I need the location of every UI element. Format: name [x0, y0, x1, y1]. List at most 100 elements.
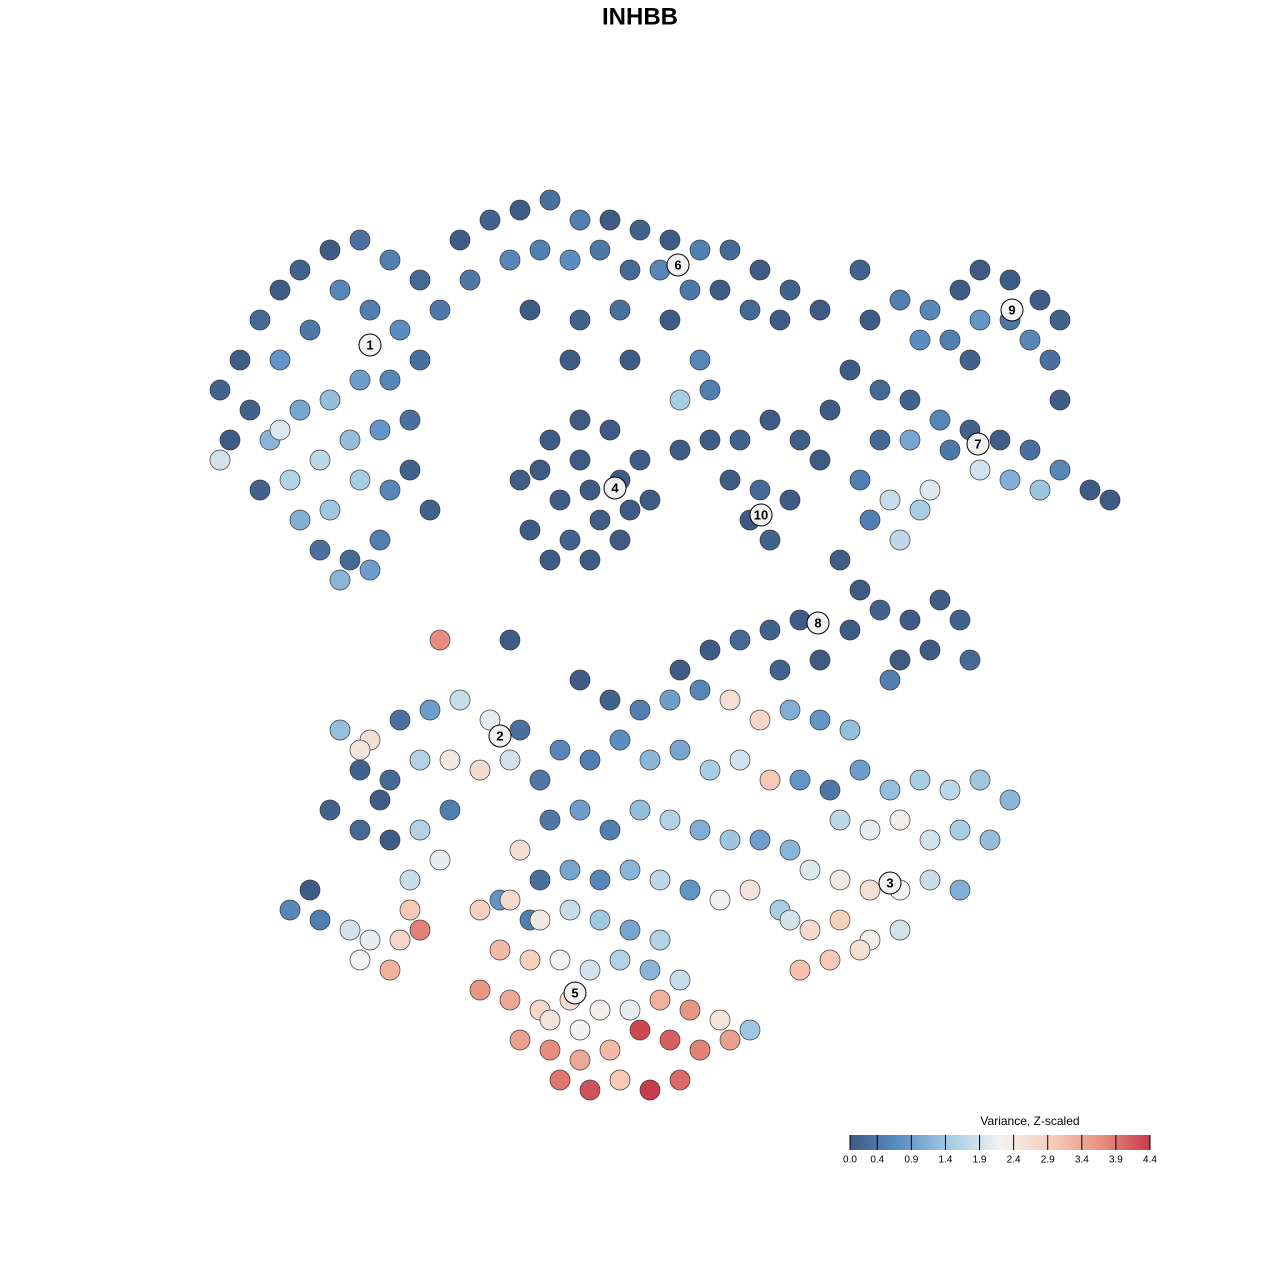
point	[949, 879, 971, 901]
point	[779, 279, 801, 301]
point	[769, 309, 791, 331]
point	[479, 709, 501, 731]
point	[639, 959, 661, 981]
point	[499, 889, 521, 911]
point	[699, 429, 721, 451]
point	[689, 239, 711, 261]
point	[299, 879, 321, 901]
point	[549, 489, 571, 511]
point	[619, 499, 641, 521]
point	[629, 1019, 651, 1041]
colorbar-gradient	[850, 1135, 1150, 1150]
point	[809, 709, 831, 731]
point	[649, 869, 671, 891]
point	[729, 629, 751, 651]
point	[849, 579, 871, 601]
point	[319, 499, 341, 521]
point	[569, 309, 591, 331]
point	[229, 349, 251, 371]
point	[769, 659, 791, 681]
point	[569, 209, 591, 231]
point	[549, 949, 571, 971]
point	[399, 409, 421, 431]
point	[559, 899, 581, 921]
point	[499, 249, 521, 271]
point	[899, 609, 921, 631]
point	[379, 479, 401, 501]
point	[339, 549, 361, 571]
point	[609, 529, 631, 551]
point	[859, 819, 881, 841]
point	[629, 799, 651, 821]
point	[809, 299, 831, 321]
point	[449, 689, 471, 711]
point	[889, 529, 911, 551]
point	[969, 309, 991, 331]
point	[659, 309, 681, 331]
point	[579, 479, 601, 501]
point	[609, 949, 631, 971]
point	[579, 549, 601, 571]
point	[499, 989, 521, 1011]
cluster-badge	[563, 981, 587, 1005]
point	[699, 379, 721, 401]
point	[409, 349, 431, 371]
point	[319, 799, 341, 821]
point	[429, 299, 451, 321]
point	[619, 999, 641, 1021]
point	[539, 189, 561, 211]
point	[269, 419, 291, 441]
point	[679, 879, 701, 901]
point	[749, 479, 771, 501]
point	[959, 349, 981, 371]
point	[289, 509, 311, 531]
cluster-badge	[878, 871, 902, 895]
point	[509, 199, 531, 221]
point	[819, 949, 841, 971]
point	[919, 299, 941, 321]
point	[839, 359, 861, 381]
point	[479, 209, 501, 231]
point	[329, 569, 351, 591]
point	[599, 209, 621, 231]
point	[749, 259, 771, 281]
point	[709, 279, 731, 301]
cluster-labels: 1 2 3 4 5 6 7 8 9 10	[358, 253, 1024, 1005]
point	[289, 259, 311, 281]
point	[949, 609, 971, 631]
point	[309, 449, 331, 471]
point	[469, 759, 491, 781]
point	[549, 1069, 571, 1091]
point	[1099, 489, 1121, 511]
point	[269, 349, 291, 371]
point	[249, 309, 271, 331]
point	[409, 919, 431, 941]
point	[909, 769, 931, 791]
point	[499, 749, 521, 771]
point	[759, 409, 781, 431]
point	[699, 639, 721, 661]
point	[779, 489, 801, 511]
point	[589, 239, 611, 261]
point	[819, 399, 841, 421]
cluster-badge	[603, 476, 627, 500]
point	[269, 279, 291, 301]
point	[719, 1029, 741, 1051]
cluster-badge	[749, 503, 773, 527]
point	[469, 979, 491, 1001]
point	[959, 649, 981, 671]
colorbar-title: Variance, Z-scaled	[980, 1114, 1079, 1128]
point	[1019, 439, 1041, 461]
point	[989, 429, 1011, 451]
cluster-label: 6	[674, 257, 681, 272]
chart-title: INHBB	[602, 3, 678, 30]
point	[759, 769, 781, 791]
point	[589, 999, 611, 1021]
point	[559, 249, 581, 271]
point	[789, 429, 811, 451]
point	[399, 459, 421, 481]
point	[579, 1079, 601, 1101]
point	[609, 1069, 631, 1091]
point	[749, 829, 771, 851]
point	[559, 349, 581, 371]
